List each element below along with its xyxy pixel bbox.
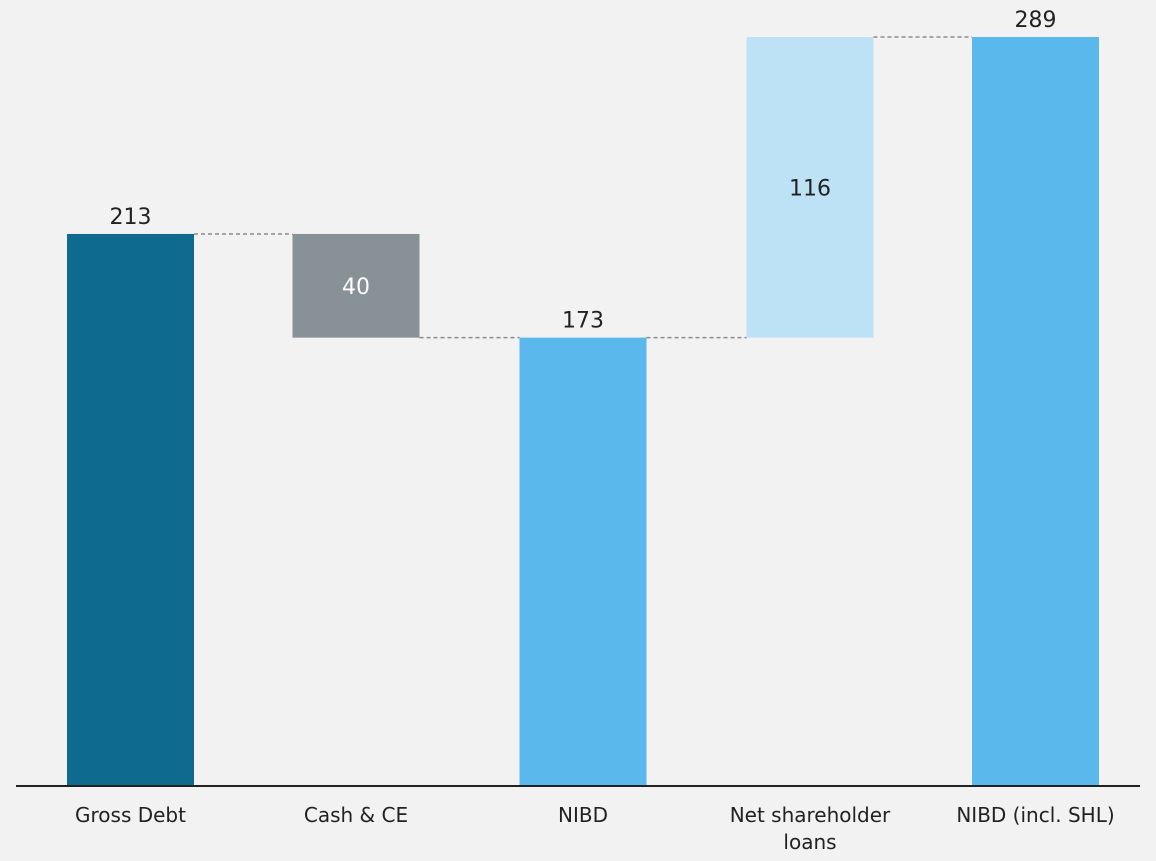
bar-3: [519, 337, 647, 786]
bar-2: [292, 233, 420, 338]
bar-1: [67, 233, 194, 786]
connectors-layer: [194, 36, 972, 339]
category-label-1: Gross Debt: [75, 803, 186, 827]
category-label-2: Cash & CE: [304, 803, 408, 827]
category-label-line: loans: [783, 830, 836, 854]
category-label-5: NIBD (incl. SHL): [956, 803, 1114, 827]
category-label-line: Cash & CE: [304, 803, 408, 827]
category-label-line: NIBD: [558, 803, 608, 827]
category-label-line: NIBD (incl. SHL): [956, 803, 1114, 827]
labels-layer: 213 40 173 116 289: [110, 8, 1057, 334]
data-label-4: 116: [789, 176, 831, 201]
data-label-5: 289: [1015, 8, 1057, 33]
bars-layer: [67, 37, 1099, 786]
category-label-line: Gross Debt: [75, 803, 186, 827]
data-label-1: 213: [110, 205, 152, 230]
category-label-3: NIBD: [558, 803, 608, 827]
categories-layer: Gross Debt Cash & CE NIBD Net shareholder lo…: [75, 803, 1115, 854]
data-label-3: 173: [562, 309, 604, 334]
category-label-line: Net shareholder: [730, 803, 891, 827]
data-label-2: 40: [342, 275, 370, 300]
bar-4: [746, 37, 874, 338]
bar-5: [972, 37, 1099, 786]
category-label-4: Net shareholder loans: [730, 803, 891, 854]
